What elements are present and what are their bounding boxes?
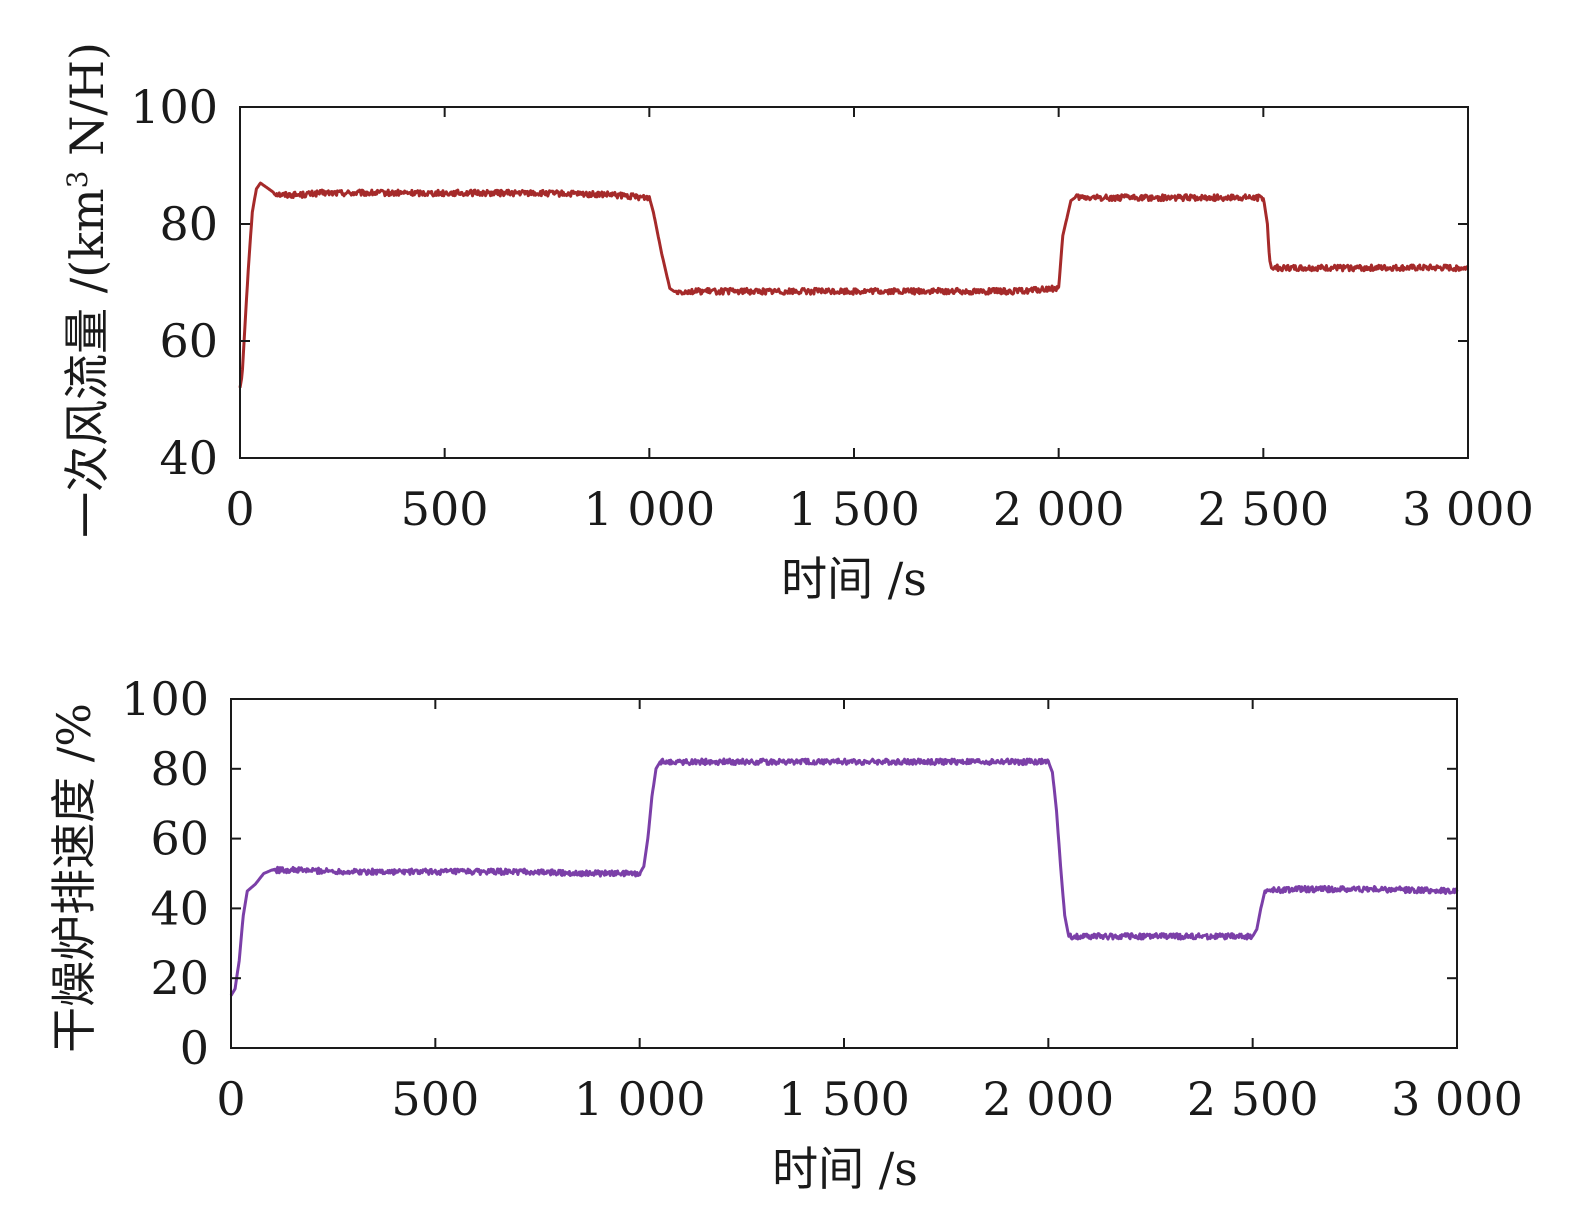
chart-1-x-tick-label: 1 000 [583, 482, 715, 536]
chart-1-y-tick-label: 100 [130, 80, 218, 134]
chart-1-y-axis-title-sup: 3 [61, 171, 94, 189]
chart-2: 0 500 1 000 1 500 2 000 2 500 3 000 0 20 40 60 80 1… [47, 672, 1523, 1196]
chart-2-y-tick-label: 40 [150, 881, 209, 935]
chart-1-x-tick-label: 3 000 [1402, 482, 1534, 536]
chart-2-series [229, 757, 1459, 997]
chart-2-series-line [229, 757, 1459, 997]
chart-2-x-tick-label: 500 [391, 1072, 479, 1126]
chart-2-x-ticks: 0 500 1 000 1 500 2 000 2 500 3 000 [216, 699, 1523, 1126]
chart-2-y-tick-label: 0 [180, 1021, 209, 1075]
chart-2-y-axis-title: 干燥炉排速度 /% [47, 703, 101, 1053]
chart-1-x-tick-label: 1 500 [788, 482, 920, 536]
chart-1-x-axis-title: 时间 /s [781, 552, 927, 606]
chart-2-x-axis-title: 时间 /s [772, 1142, 918, 1196]
chart-1-x-ticks: 0 500 1 000 1 500 2 000 2 500 3 000 [225, 107, 1534, 536]
chart-1-x-tick-label: 2 500 [1197, 482, 1329, 536]
chart-1-y-tick-label: 80 [159, 197, 218, 251]
chart-1-x-tick-label: 0 [225, 482, 254, 536]
chart-1-x-tick-label: 2 000 [993, 482, 1125, 536]
chart-1-x-tick-label: 500 [401, 482, 489, 536]
chart-2-y-tick-label: 80 [150, 742, 209, 796]
chart-1-y-tick-label: 60 [159, 314, 218, 368]
chart-1: 0 500 1 000 1 500 2 000 2 500 3 000 406080100 … [60, 42, 1534, 606]
chart-1-series [238, 181, 1470, 389]
chart-1-y-axis-title-end: N/H) [60, 42, 114, 170]
chart-1-y-axis-title: 一次风流量 /(km3 N/H) [60, 42, 114, 538]
chart-2-y-tick-label: 20 [150, 951, 209, 1005]
chart-2-x-tick-label: 1 000 [574, 1072, 706, 1126]
chart-2-x-tick-label: 2 000 [982, 1072, 1114, 1126]
chart-2-x-tick-label: 2 500 [1187, 1072, 1319, 1126]
chart-1-y-tick-label: 40 [159, 431, 218, 485]
chart-2-x-tick-label: 1 500 [778, 1072, 910, 1126]
chart-2-y-tick-label: 60 [150, 812, 209, 866]
chart-2-y-tick-label: 100 [121, 672, 209, 726]
chart-1-y-ticks: 40 60 80 100 [130, 80, 1468, 485]
chart-1-plot-frame [239, 106, 1469, 459]
chart-1-series-line [238, 181, 1470, 389]
chart-2-x-tick-label: 3 000 [1391, 1072, 1523, 1126]
chart-2-y-ticks: 0 20 40 60 80 100 [121, 672, 1457, 1075]
chart-1-y-axis-title-main: 一次风流量 /(km [60, 188, 114, 538]
chart-2-x-tick-label: 0 [216, 1072, 245, 1126]
